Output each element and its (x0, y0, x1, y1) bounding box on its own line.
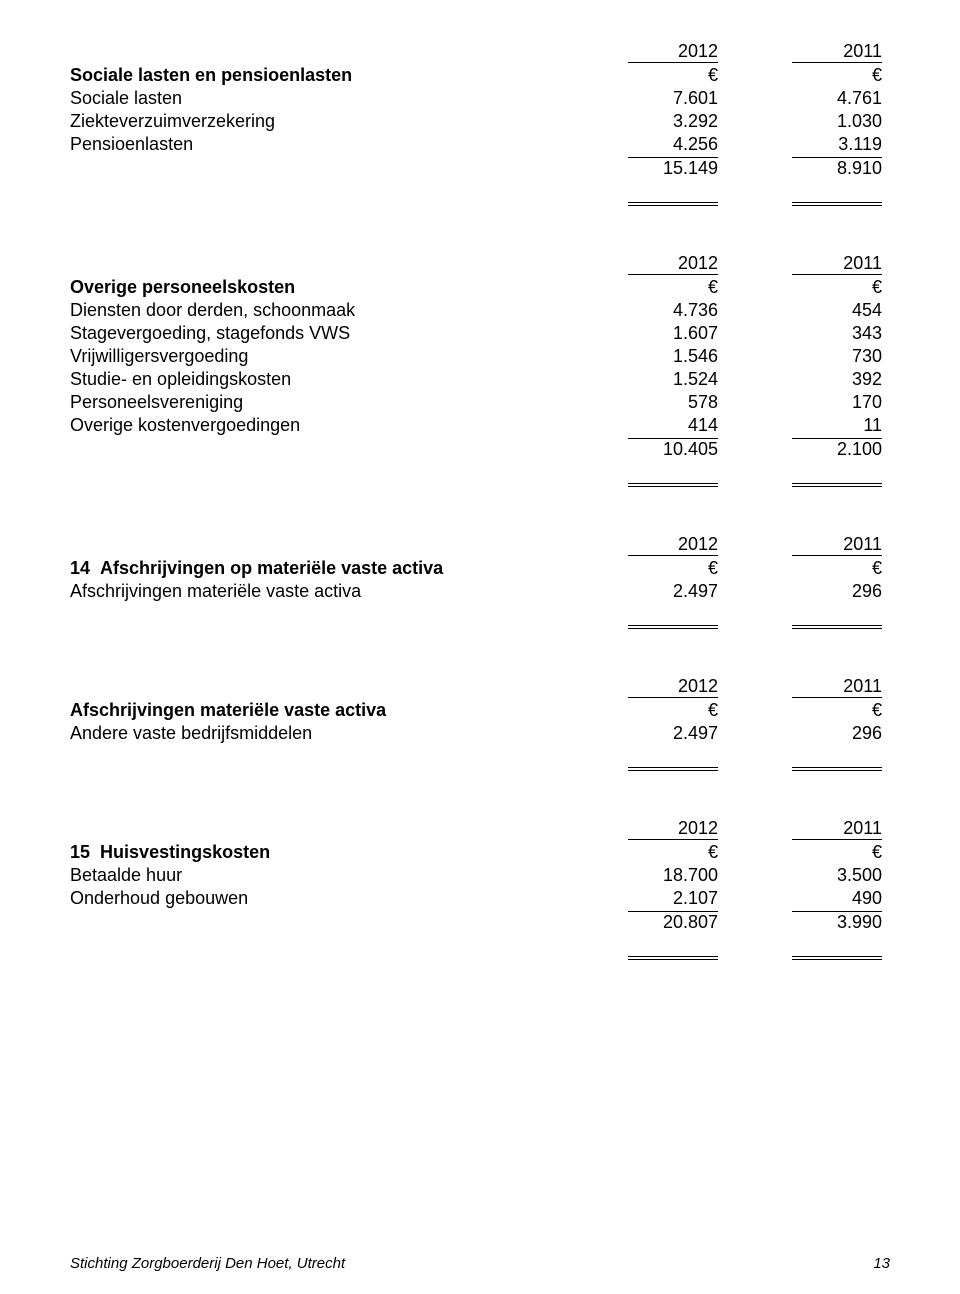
table-row: Afschrijvingen materiële vaste activa 2.… (70, 580, 890, 603)
table-15-huisvestingskosten: 2012 2011 15 Huisvestingskosten € € Beta… (70, 817, 890, 961)
section-title: Sociale lasten en pensioenlasten (70, 64, 562, 87)
table-row: Overige kostenvergoedingen41411 (70, 414, 890, 437)
table-row: Ziekteverzuimverzekering 3.292 1.030 (70, 110, 890, 133)
year-header: 2012 (628, 534, 718, 556)
section-overige-personeelskosten: 2012 2011 Overige personeelskosten € € D… (70, 252, 890, 488)
table-sociale-lasten: 2012 2011 Sociale lasten en pensioenlast… (70, 40, 890, 207)
page-number: 13 (873, 1255, 890, 1272)
table-row: Sociale lasten 7.601 4.761 (70, 87, 890, 110)
year-header: 2011 (792, 41, 882, 63)
table-row: Personeelsvereniging578170 (70, 391, 890, 414)
year-header: 2012 (628, 818, 718, 840)
section-title: 14 Afschrijvingen op materiële vaste act… (70, 557, 562, 580)
section-15-huisvestingskosten: 2012 2011 15 Huisvestingskosten € € Beta… (70, 817, 890, 961)
section-title: Afschrijvingen materiële vaste activa (70, 699, 562, 722)
table-14-afschrijvingen: 2012 2011 14 Afschrijvingen op materiële… (70, 533, 890, 630)
table-row: Studie- en opleidingskosten1.524392 (70, 368, 890, 391)
currency: € (562, 557, 726, 580)
year-header: 2011 (792, 253, 882, 275)
currency: € (562, 276, 726, 299)
subtotal-row: 10.405 2.100 (70, 437, 890, 461)
table-row: Diensten door derden, schoonmaak4.736454 (70, 299, 890, 322)
section-title: Overige personeelskosten (70, 276, 562, 299)
currency: € (726, 699, 890, 722)
year-header: 2011 (792, 676, 882, 698)
year-header: 2012 (628, 41, 718, 63)
table-overige-personeelskosten: 2012 2011 Overige personeelskosten € € D… (70, 252, 890, 488)
table-afschrijvingen-detail: 2012 2011 Afschrijvingen materiële vaste… (70, 675, 890, 772)
table-row: Betaalde huur18.7003.500 (70, 864, 890, 887)
total-underline (70, 745, 890, 772)
table-row: Vrijwilligersvergoeding1.546730 (70, 345, 890, 368)
currency: € (726, 64, 890, 87)
footer-org: Stichting Zorgboerderij Den Hoet, Utrech… (70, 1255, 345, 1272)
currency: € (726, 276, 890, 299)
currency: € (726, 557, 890, 580)
total-underline (70, 180, 890, 207)
total-underline (70, 461, 890, 488)
table-row: Pensioenlasten 4.256 3.119 (70, 133, 890, 156)
year-header: 2011 (792, 534, 882, 556)
year-header: 2012 (628, 253, 718, 275)
year-header: 2012 (628, 676, 718, 698)
page-footer: Stichting Zorgboerderij Den Hoet, Utrech… (70, 1255, 890, 1272)
table-row: Andere vaste bedrijfsmiddelen 2.497 296 (70, 722, 890, 745)
section-sociale-lasten: 2012 2011 Sociale lasten en pensioenlast… (70, 40, 890, 207)
table-row: Stagevergoeding, stagefonds VWS1.607343 (70, 322, 890, 345)
currency: € (726, 841, 890, 864)
table-row: Onderhoud gebouwen2.107490 (70, 887, 890, 910)
currency: € (562, 64, 726, 87)
currency: € (562, 841, 726, 864)
section-title: 15 Huisvestingskosten (70, 841, 562, 864)
section-14-afschrijvingen: 2012 2011 14 Afschrijvingen op materiële… (70, 533, 890, 630)
subtotal-row: 15.149 8.910 (70, 156, 890, 180)
section-afschrijvingen-detail: 2012 2011 Afschrijvingen materiële vaste… (70, 675, 890, 772)
currency: € (562, 699, 726, 722)
subtotal-row: 20.807 3.990 (70, 910, 890, 934)
year-header: 2011 (792, 818, 882, 840)
total-underline (70, 603, 890, 630)
total-underline (70, 934, 890, 961)
